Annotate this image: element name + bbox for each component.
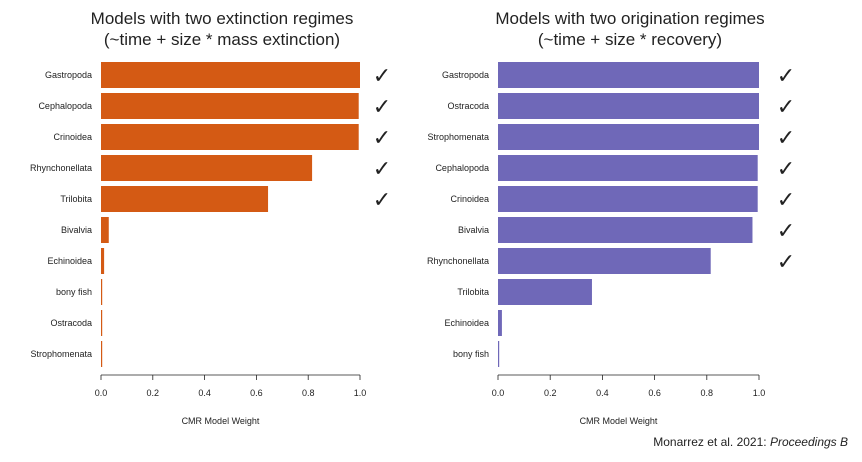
extinction-x-tick-label: 0.8	[302, 388, 315, 398]
origination-category-label: Trilobita	[457, 287, 489, 297]
extinction-check-icon: ✓	[373, 156, 391, 181]
origination-bar	[498, 186, 758, 212]
origination-x-axis-label: CMR Model Weight	[580, 416, 658, 426]
origination-category-label: Echinoidea	[444, 318, 489, 328]
extinction-x-axis-label: CMR Model Weight	[182, 416, 260, 426]
extinction-category-label: Gastropoda	[45, 70, 92, 80]
citation-journal: Proceedings B	[769, 435, 848, 449]
extinction-check-icon: ✓	[373, 63, 391, 88]
extinction-bar	[101, 310, 103, 336]
extinction-bar	[101, 248, 105, 274]
origination-check-icon: ✓	[777, 218, 795, 243]
origination-check-icon: ✓	[777, 125, 795, 150]
citation-authors: Monarrez et al. 2021:	[653, 435, 770, 449]
extinction-check-icon: ✓	[373, 187, 391, 212]
extinction-check-icon: ✓	[373, 125, 391, 150]
extinction-bar	[101, 217, 109, 243]
origination-check-icon: ✓	[777, 156, 795, 181]
extinction-bar	[101, 62, 360, 88]
origination-x-tick-label: 0.6	[648, 388, 661, 398]
origination-bar	[498, 217, 753, 243]
origination-x-tick-label: 0.0	[492, 388, 505, 398]
extinction-bar	[101, 279, 103, 305]
origination-bar	[498, 248, 711, 274]
origination-bar	[498, 62, 759, 88]
extinction-category-label: Ostracoda	[50, 318, 92, 328]
extinction-category-label: bony fish	[56, 287, 92, 297]
origination-category-label: Bivalvia	[458, 225, 489, 235]
origination-category-label: Gastropoda	[442, 70, 489, 80]
extinction-x-tick-label: 0.4	[198, 388, 211, 398]
citation: Monarrez et al. 2021: Proceedings B	[653, 435, 848, 449]
extinction-x-tick-label: 1.0	[354, 388, 367, 398]
extinction-bar	[101, 155, 313, 181]
extinction-title-line-1: Models with two extinction regimes	[91, 9, 354, 28]
origination-bar	[498, 155, 758, 181]
extinction-title-line-2: (~time + size * mass extinction)	[104, 30, 340, 49]
extinction-x-tick-label: 0.0	[95, 388, 108, 398]
origination-bar	[498, 310, 502, 336]
extinction-category-label: Echinoidea	[47, 256, 92, 266]
origination-x-tick-label: 0.4	[596, 388, 609, 398]
origination-check-icon: ✓	[777, 94, 795, 119]
extinction-category-label: Bivalvia	[61, 225, 92, 235]
origination-category-label: Crinoidea	[450, 194, 489, 204]
extinction-category-label: Cephalopoda	[38, 101, 92, 111]
origination-check-icon: ✓	[777, 63, 795, 88]
extinction-category-label: Crinoidea	[53, 132, 92, 142]
extinction-x-tick-label: 0.2	[147, 388, 160, 398]
origination-x-tick-label: 1.0	[753, 388, 766, 398]
origination-bar	[498, 124, 759, 150]
origination-x-tick-label: 0.2	[544, 388, 557, 398]
origination-x-tick-label: 0.8	[701, 388, 714, 398]
origination-category-label: Strophomenata	[427, 132, 489, 142]
extinction-category-label: Rhynchonellata	[30, 163, 92, 173]
origination-category-label: Rhynchonellata	[427, 256, 489, 266]
extinction-x-tick-label: 0.6	[250, 388, 263, 398]
origination-check-icon: ✓	[777, 249, 795, 274]
origination-bar	[498, 341, 500, 367]
extinction-category-label: Strophomenata	[30, 349, 92, 359]
origination-title-line-2: (~time + size * recovery)	[538, 30, 722, 49]
origination-category-label: Ostracoda	[447, 101, 489, 111]
origination-category-label: Cephalopoda	[435, 163, 489, 173]
origination-bar	[498, 279, 592, 305]
extinction-check-icon: ✓	[373, 94, 391, 119]
extinction-bar	[101, 124, 359, 150]
extinction-bar	[101, 341, 103, 367]
extinction-bar	[101, 186, 269, 212]
origination-check-icon: ✓	[777, 187, 795, 212]
origination-title-line-1: Models with two origination regimes	[495, 9, 764, 28]
extinction-bar	[101, 93, 359, 119]
origination-category-label: bony fish	[453, 349, 489, 359]
extinction-category-label: Trilobita	[60, 194, 92, 204]
origination-bar	[498, 93, 759, 119]
